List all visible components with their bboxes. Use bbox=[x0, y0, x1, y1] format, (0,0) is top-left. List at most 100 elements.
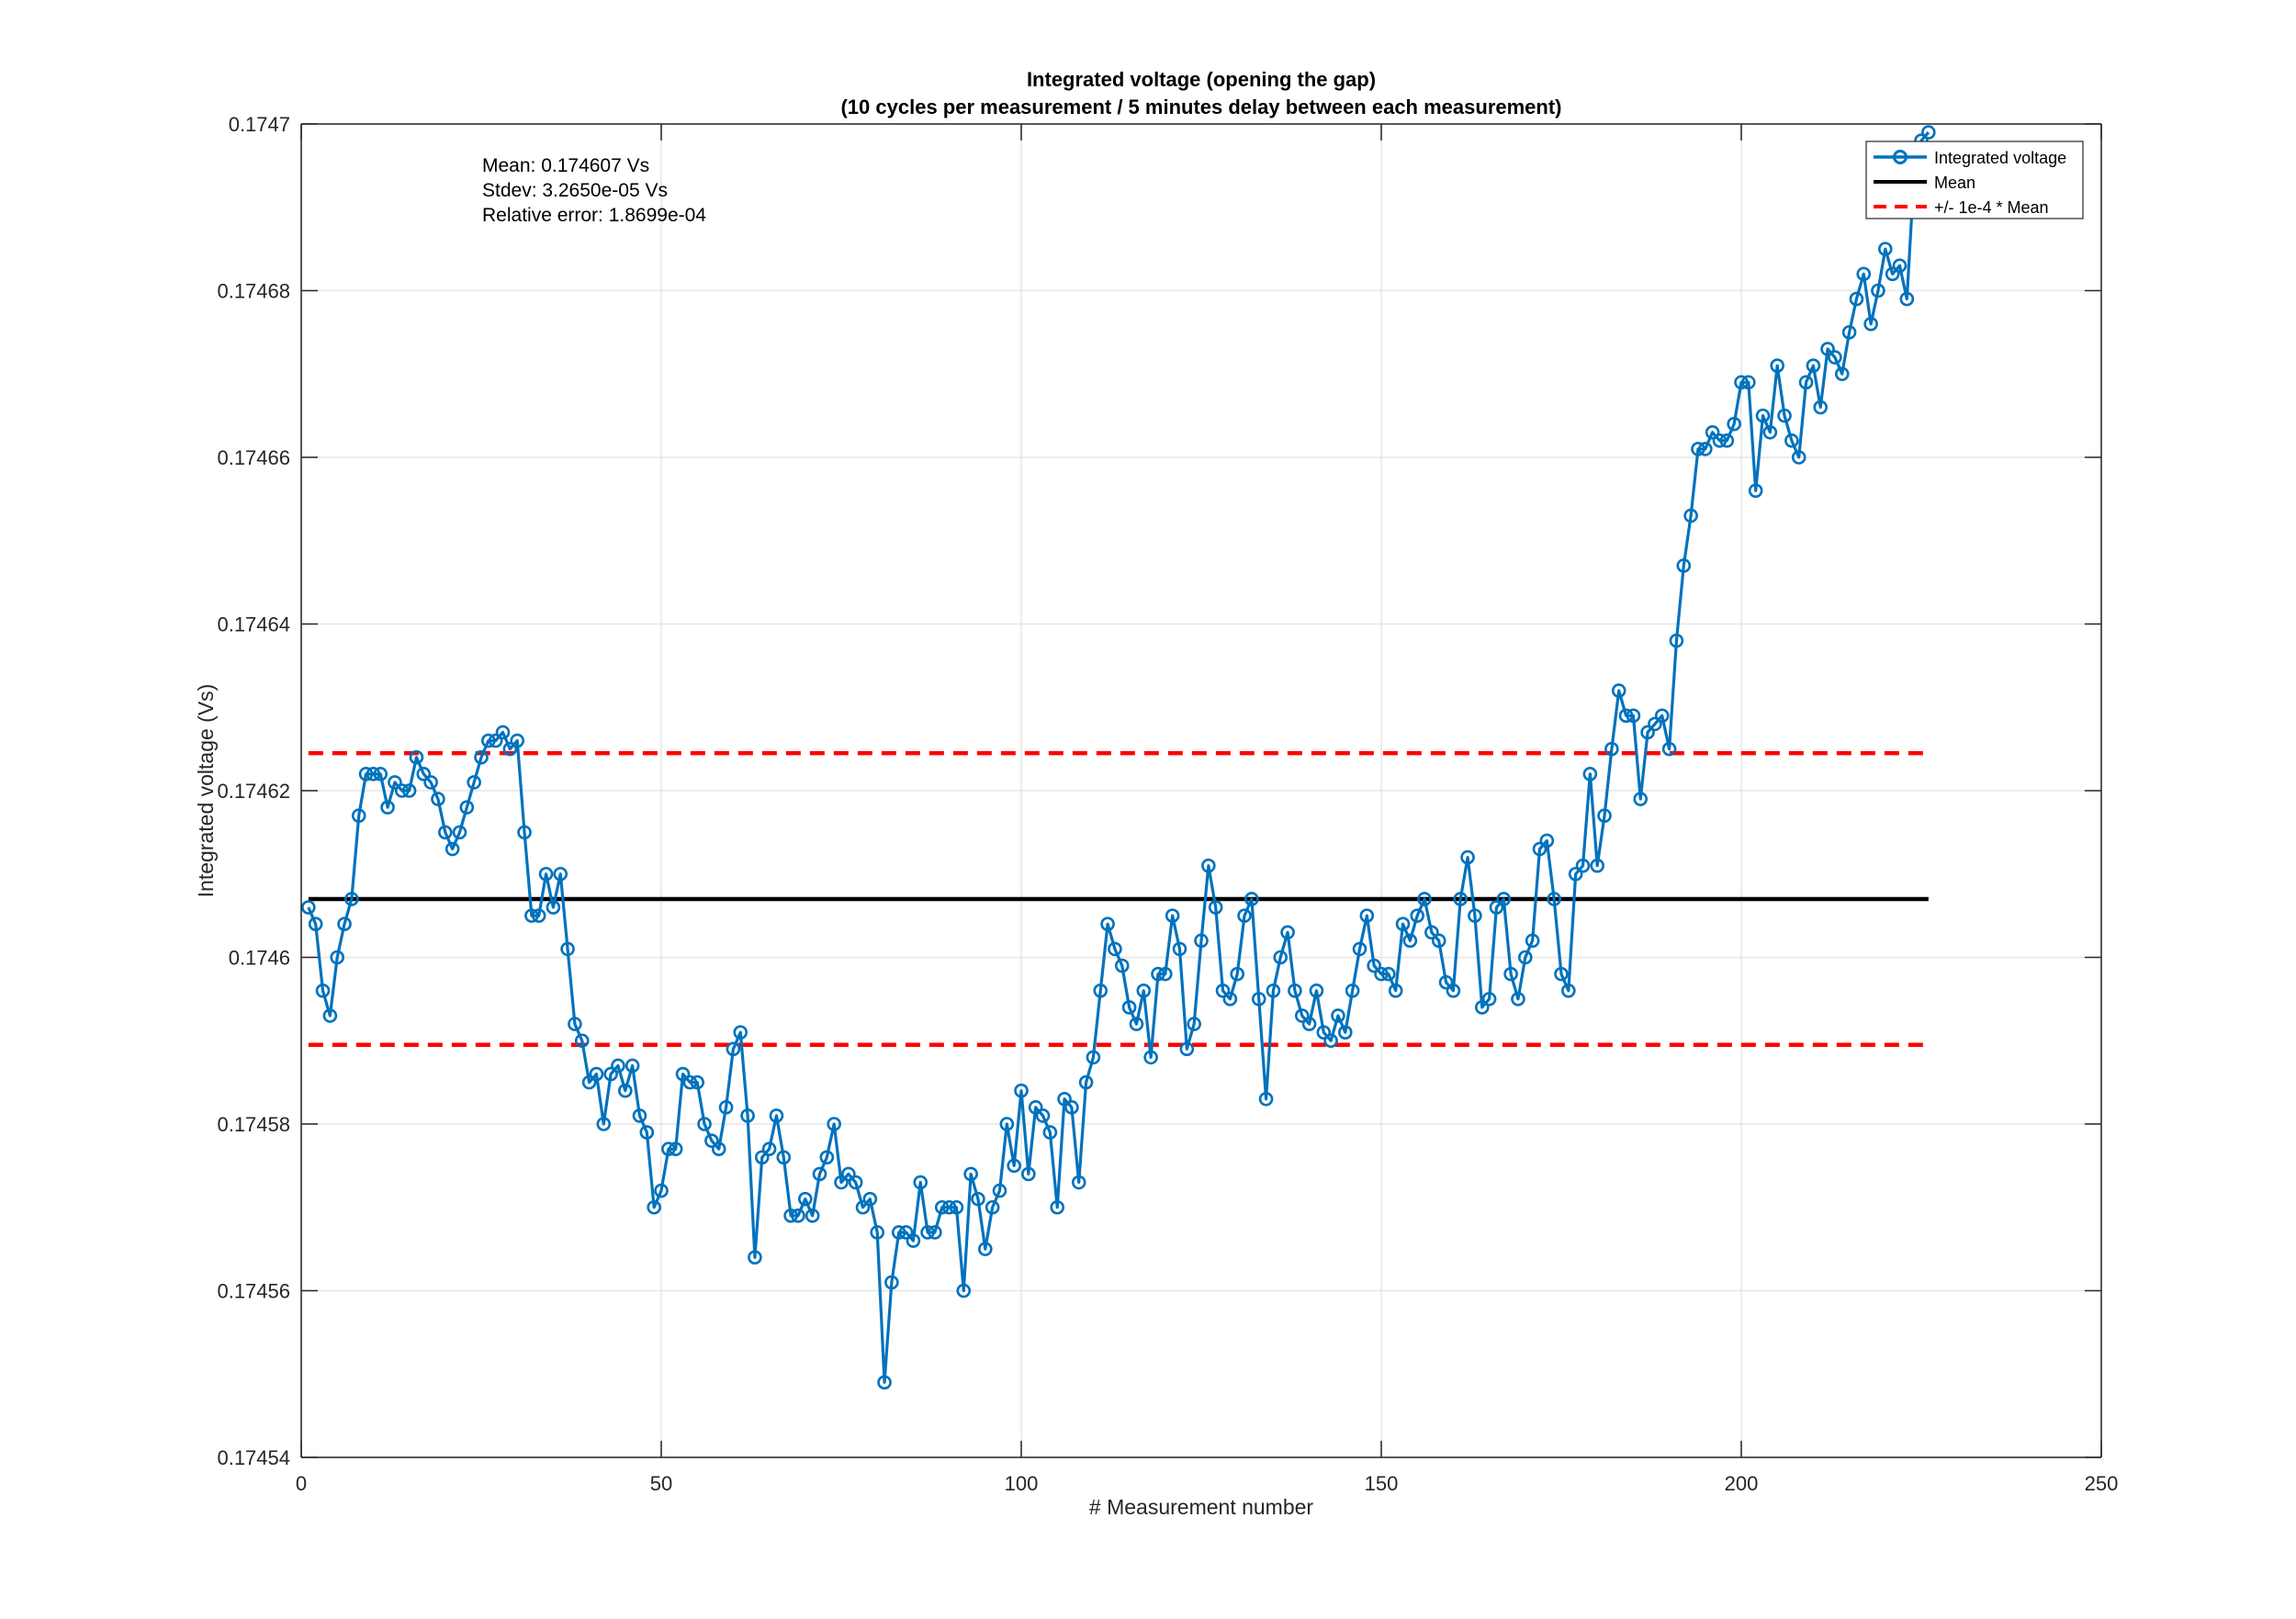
data-point bbox=[1021, 1166, 1036, 1182]
series-layer bbox=[301, 125, 1936, 1390]
data-point bbox=[1648, 716, 1662, 732]
data-point bbox=[1301, 1017, 1317, 1031]
data-point bbox=[1222, 992, 1238, 1006]
data-point bbox=[1871, 283, 1885, 298]
data-point bbox=[1143, 1050, 1158, 1065]
data-point bbox=[841, 1166, 856, 1182]
data-point bbox=[884, 1275, 899, 1290]
data-point bbox=[1136, 984, 1152, 998]
data-point bbox=[1280, 925, 1295, 940]
annotation-stdev: Stdev: 3.2650e-05 Vs bbox=[482, 180, 668, 201]
x-tick-label: 0 bbox=[296, 1472, 307, 1495]
data-point bbox=[1813, 399, 1829, 415]
data-point bbox=[805, 1209, 820, 1223]
data-point bbox=[445, 841, 460, 857]
data-point bbox=[373, 767, 388, 781]
data-point bbox=[1640, 725, 1655, 740]
data-point bbox=[1338, 1025, 1353, 1040]
data-point bbox=[928, 1225, 942, 1240]
data-point bbox=[1525, 933, 1540, 949]
data-point bbox=[1086, 1050, 1101, 1065]
data-point bbox=[1878, 242, 1893, 256]
data-point bbox=[1691, 442, 1705, 456]
data-point bbox=[1518, 950, 1533, 965]
data-point bbox=[920, 1225, 935, 1240]
data-point bbox=[315, 984, 331, 998]
annotation-relative-error: Relative error: 1.8699e-04 bbox=[482, 205, 706, 226]
data-point bbox=[1042, 1125, 1058, 1140]
data-point bbox=[1258, 1091, 1274, 1107]
data-point bbox=[1121, 1000, 1137, 1015]
data-point bbox=[568, 1017, 582, 1031]
data-point bbox=[488, 733, 503, 748]
data-point bbox=[934, 1199, 950, 1215]
y-tick-label: 0.17454 bbox=[217, 1446, 290, 1469]
x-tick-label: 150 bbox=[1365, 1472, 1399, 1495]
data-point bbox=[949, 1199, 964, 1215]
data-point bbox=[330, 950, 345, 965]
chart-title-line-2: (10 cycles per measurement / 5 minutes d… bbox=[840, 96, 1561, 118]
data-point bbox=[1251, 992, 1266, 1006]
data-point bbox=[697, 1117, 712, 1131]
data-point bbox=[474, 749, 489, 765]
data-point bbox=[797, 1191, 813, 1207]
data-point bbox=[718, 1100, 734, 1115]
data-point bbox=[553, 866, 568, 882]
data-point bbox=[401, 783, 417, 798]
data-point bbox=[1201, 858, 1216, 873]
data-point bbox=[495, 725, 511, 740]
data-point bbox=[423, 775, 438, 790]
data-point bbox=[1511, 992, 1525, 1006]
data-point bbox=[1244, 892, 1259, 906]
data-point bbox=[1345, 984, 1360, 998]
data-point bbox=[1165, 908, 1180, 923]
data-point bbox=[956, 1283, 972, 1299]
data-point bbox=[510, 733, 525, 748]
data-point bbox=[1597, 808, 1612, 824]
data-point bbox=[1834, 366, 1850, 382]
data-point bbox=[1712, 433, 1728, 448]
data-point bbox=[1654, 708, 1670, 724]
data-point bbox=[711, 1141, 726, 1157]
data-point bbox=[1438, 974, 1454, 990]
data-point bbox=[1460, 849, 1475, 865]
data-point bbox=[1294, 1008, 1310, 1023]
data-point bbox=[754, 1150, 770, 1165]
y-tick-label: 0.17462 bbox=[217, 780, 290, 803]
data-point bbox=[394, 783, 410, 798]
data-point bbox=[776, 1150, 792, 1165]
y-tick-label: 0.1746 bbox=[229, 947, 290, 970]
data-point bbox=[1215, 984, 1231, 998]
data-point bbox=[1669, 633, 1684, 648]
data-point bbox=[1532, 841, 1548, 857]
data-point bbox=[1388, 984, 1403, 998]
data-point bbox=[1316, 1025, 1332, 1040]
data-point bbox=[1007, 1158, 1021, 1174]
legend-label-integrated-voltage: Integrated voltage bbox=[1934, 149, 2066, 167]
data-point bbox=[538, 866, 554, 882]
data-point bbox=[388, 775, 402, 790]
data-point bbox=[1798, 375, 1814, 390]
data-point bbox=[1618, 708, 1634, 724]
data-point bbox=[1892, 258, 1908, 274]
data-point bbox=[1661, 741, 1677, 757]
data-point bbox=[409, 749, 424, 765]
data-point bbox=[906, 1233, 921, 1248]
data-point bbox=[1410, 908, 1424, 923]
data-point bbox=[1367, 958, 1381, 973]
x-tick-label: 200 bbox=[1725, 1472, 1759, 1495]
data-point bbox=[517, 825, 532, 840]
data-point bbox=[819, 1150, 835, 1165]
data-point bbox=[726, 1041, 741, 1057]
data-point bbox=[978, 1242, 993, 1256]
data-point bbox=[1331, 1008, 1345, 1023]
data-point bbox=[1100, 916, 1115, 932]
data-point bbox=[1921, 125, 1936, 140]
data-point bbox=[1683, 508, 1698, 523]
data-point bbox=[1468, 908, 1482, 923]
data-point bbox=[1575, 858, 1591, 873]
stats-annotation: Mean: 0.174607 Vs Stdev: 3.2650e-05 Vs R… bbox=[482, 155, 706, 226]
data-point bbox=[855, 1199, 871, 1215]
data-point bbox=[1539, 833, 1555, 849]
data-point bbox=[1748, 483, 1763, 499]
